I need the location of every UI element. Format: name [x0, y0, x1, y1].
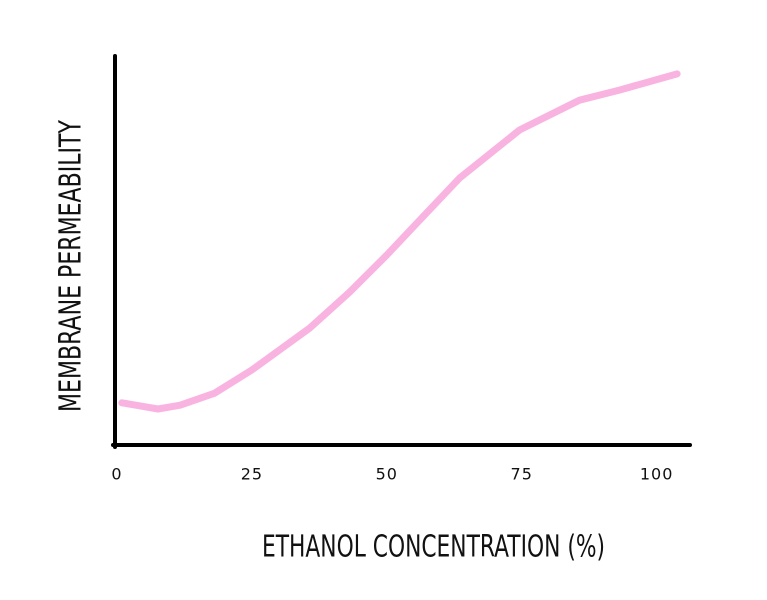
x-axis-title: ETHANOL CONCENTRATION (%) — [262, 530, 605, 565]
y-axis-title: MEMBRANE PERMEABILITY — [54, 120, 89, 412]
x-tick-label: 25 — [241, 465, 263, 484]
x-tick-label: 0 — [111, 465, 122, 484]
x-tick-label: 75 — [511, 465, 533, 484]
data-line — [118, 70, 681, 413]
x-tick-label: 50 — [376, 465, 398, 484]
x-tick-label: 100 — [640, 465, 674, 484]
